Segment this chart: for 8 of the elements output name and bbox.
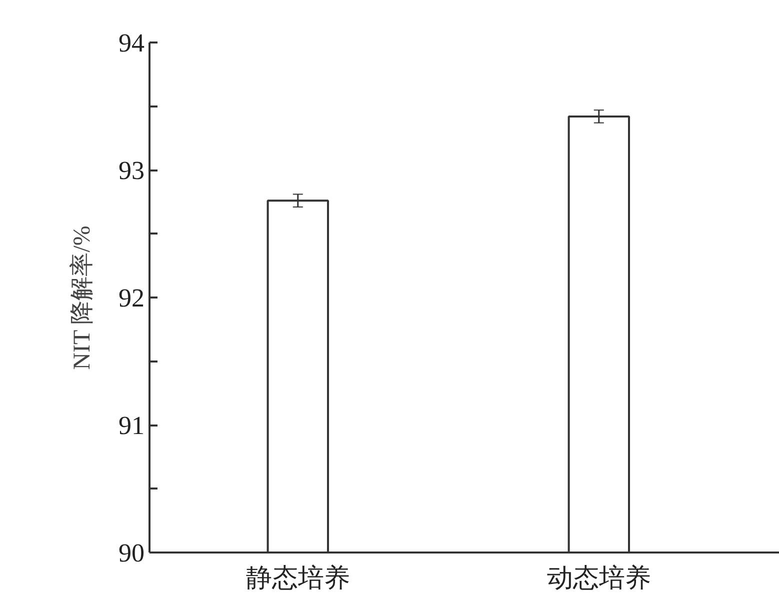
x-tick-label: 动态培养 xyxy=(546,564,651,592)
y-tick-label: 92 xyxy=(118,284,144,312)
x-tick-label: 静态培养 xyxy=(246,564,350,592)
y-tick-label: 91 xyxy=(118,411,144,440)
y-tick-label: 93 xyxy=(118,156,144,185)
y-tick-label: 90 xyxy=(118,538,144,568)
y-axis-title: NIT 降解率/% xyxy=(68,226,96,370)
y-tick-label: 94 xyxy=(118,28,144,58)
